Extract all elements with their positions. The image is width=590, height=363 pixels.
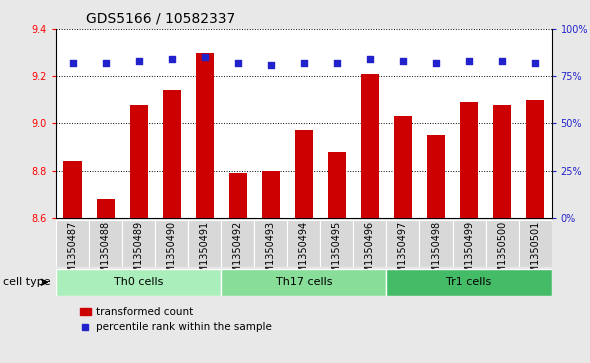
Bar — [320, 220, 353, 267]
Bar — [493, 105, 511, 218]
Bar — [221, 220, 254, 267]
Point — [464, 58, 474, 64]
Bar — [453, 220, 486, 267]
Bar — [486, 220, 519, 267]
Point — [497, 58, 507, 64]
Bar — [262, 171, 280, 218]
Text: GSM1350493: GSM1350493 — [266, 221, 276, 286]
Bar — [519, 220, 552, 267]
Point — [134, 58, 143, 64]
Bar — [328, 152, 346, 218]
Bar — [64, 161, 81, 218]
Point — [332, 60, 342, 66]
Text: GSM1350501: GSM1350501 — [530, 221, 540, 286]
Bar — [229, 173, 247, 218]
Bar — [526, 100, 544, 218]
Point — [530, 60, 540, 66]
Text: GSM1350487: GSM1350487 — [68, 221, 77, 286]
Bar — [122, 220, 155, 267]
Legend: transformed count, percentile rank within the sample: transformed count, percentile rank withi… — [76, 303, 276, 337]
Point — [233, 60, 242, 66]
Bar — [155, 220, 188, 267]
Bar — [353, 220, 386, 267]
Text: GSM1350497: GSM1350497 — [398, 221, 408, 286]
Bar — [130, 105, 148, 218]
Bar — [188, 220, 221, 267]
Text: GSM1350489: GSM1350489 — [134, 221, 143, 286]
Bar — [460, 102, 478, 218]
Text: Th17 cells: Th17 cells — [276, 277, 332, 287]
Text: GSM1350492: GSM1350492 — [233, 221, 242, 286]
Point — [266, 62, 276, 68]
Point — [299, 60, 309, 66]
Text: GSM1350494: GSM1350494 — [299, 221, 309, 286]
Bar — [56, 269, 221, 296]
Text: GSM1350498: GSM1350498 — [431, 221, 441, 286]
Bar — [287, 220, 320, 267]
Bar — [196, 53, 214, 218]
Bar — [386, 269, 552, 296]
Bar — [221, 269, 386, 296]
Bar — [97, 199, 114, 218]
Text: Tr1 cells: Tr1 cells — [447, 277, 491, 287]
Text: GSM1350490: GSM1350490 — [167, 221, 176, 286]
Text: GSM1350500: GSM1350500 — [497, 221, 507, 286]
Bar — [163, 90, 181, 218]
Point — [431, 60, 441, 66]
Point — [200, 54, 209, 60]
Text: GSM1350495: GSM1350495 — [332, 221, 342, 286]
Point — [68, 60, 77, 66]
Bar — [56, 220, 89, 267]
Point — [365, 56, 375, 62]
Bar — [394, 117, 412, 218]
Text: GSM1350499: GSM1350499 — [464, 221, 474, 286]
Bar — [295, 130, 313, 218]
Text: GSM1350496: GSM1350496 — [365, 221, 375, 286]
Text: GSM1350491: GSM1350491 — [200, 221, 209, 286]
Bar — [427, 135, 445, 218]
Bar — [419, 220, 453, 267]
Point — [167, 56, 176, 62]
Text: GSM1350488: GSM1350488 — [101, 221, 110, 286]
Bar — [386, 220, 419, 267]
Point — [101, 60, 110, 66]
Bar — [89, 220, 122, 267]
Text: cell type: cell type — [3, 277, 51, 287]
Text: Th0 cells: Th0 cells — [114, 277, 163, 287]
Text: GDS5166 / 10582337: GDS5166 / 10582337 — [86, 11, 235, 25]
Bar — [254, 220, 287, 267]
Point — [398, 58, 408, 64]
Bar — [361, 74, 379, 218]
